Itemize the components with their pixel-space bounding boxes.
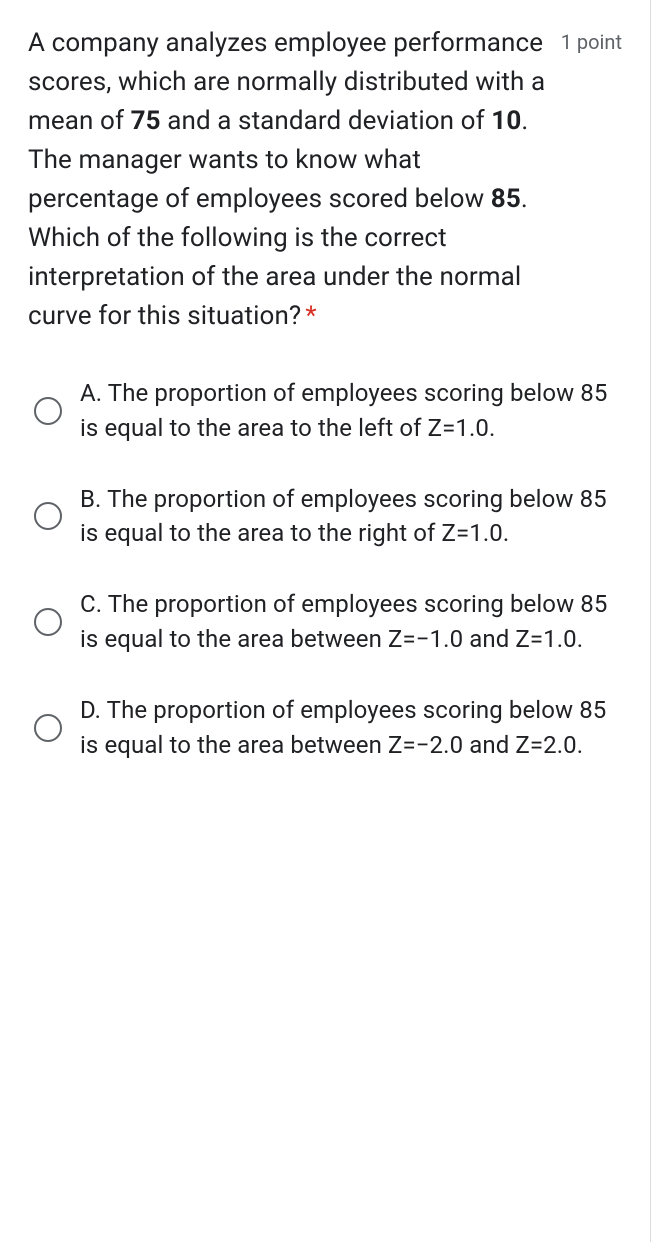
option-c-text: C. The proportion of employees scoring b… (80, 587, 622, 657)
question-text: A company analyzes employee performance … (28, 24, 549, 336)
radio-c[interactable] (34, 608, 62, 636)
question-container: A company analyzes employee performance … (0, 0, 651, 1242)
option-b-text: B. The proportion of employees scoring b… (80, 482, 622, 552)
options-group: A. The proportion of employees scoring b… (28, 376, 622, 762)
question-header: A company analyzes employee performance … (28, 24, 622, 336)
question-part2: and a standard deviation of (161, 106, 492, 136)
option-a[interactable]: A. The proportion of employees scoring b… (28, 376, 622, 446)
option-c[interactable]: C. The proportion of employees scoring b… (28, 587, 622, 657)
option-a-text: A. The proportion of employees scoring b… (80, 376, 622, 446)
option-b[interactable]: B. The proportion of employees scoring b… (28, 482, 622, 552)
required-marker: * (305, 301, 316, 331)
question-bold2: 10 (491, 106, 521, 136)
points-label: 1 point (561, 24, 622, 54)
radio-a[interactable] (34, 397, 62, 425)
option-d-text: D. The proportion of employees scoring b… (80, 693, 622, 763)
option-d[interactable]: D. The proportion of employees scoring b… (28, 693, 622, 763)
radio-b[interactable] (34, 502, 62, 530)
radio-d[interactable] (34, 714, 62, 742)
question-bold1: 75 (131, 106, 161, 136)
question-bold3: 85 (491, 184, 521, 214)
